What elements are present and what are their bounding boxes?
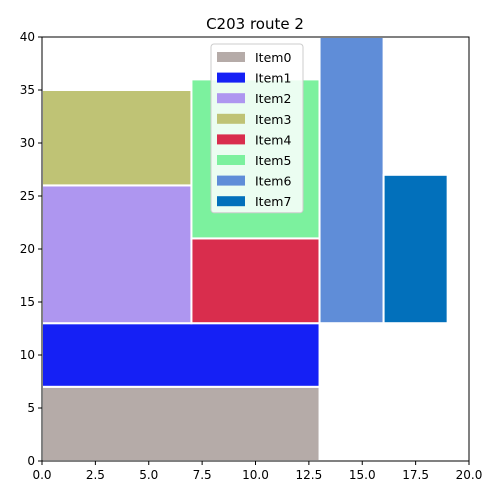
legend-swatch — [217, 113, 245, 124]
legend-label: Item1 — [255, 71, 291, 86]
legend-swatch — [217, 72, 245, 83]
y-tick-label: 40 — [20, 30, 35, 44]
legend-swatch — [217, 93, 245, 104]
x-tick-label: 17.5 — [402, 468, 429, 482]
y-tick-label: 25 — [20, 189, 35, 203]
legend-label: Item4 — [255, 132, 291, 147]
bar-item7 — [382, 173, 449, 325]
x-tick-label: 20.0 — [456, 468, 483, 482]
legend-box — [210, 43, 304, 214]
legend-label: Item7 — [255, 194, 291, 209]
legend-label: Item3 — [255, 112, 291, 127]
chart-title: C203 route 2 — [206, 15, 304, 33]
y-tick-label: 15 — [20, 295, 35, 309]
y-tick-label: 5 — [27, 401, 35, 415]
legend-swatch — [217, 155, 245, 165]
axes-group: 0.0 2.5 5.0 7.5 10.0 12.5 15.0 17.5 20.0 0 5 10 15 20… — [20, 30, 483, 482]
x-tick-label: 15.0 — [349, 468, 376, 482]
legend-swatch — [217, 134, 245, 145]
legend-label: Item0 — [255, 50, 291, 65]
legend-label: Item5 — [255, 153, 291, 168]
x-tick-label: 2.5 — [86, 468, 105, 482]
x-tick-label: 0.0 — [32, 468, 51, 482]
x-tick-label: 7.5 — [193, 468, 212, 482]
y-tick-label: 10 — [20, 348, 35, 362]
legend-swatch — [217, 52, 245, 62]
y-tick-label: 30 — [20, 136, 35, 150]
x-tick-label: 12.5 — [296, 468, 323, 482]
x-tick-label: 5.0 — [139, 468, 158, 482]
y-tick-label: 0 — [27, 454, 35, 468]
bar-item1 — [41, 322, 321, 388]
legend-swatch — [217, 175, 245, 186]
legend-swatch — [217, 196, 245, 207]
y-tick-label: 20 — [20, 242, 35, 256]
legend-label: Item6 — [255, 174, 291, 189]
bar-item0 — [41, 385, 321, 462]
legend: Item0 Item1 Item2 Item3 Item4 Item5 Item6 Item7 — [210, 43, 304, 214]
bar-item6 — [318, 36, 385, 325]
bar-item2 — [41, 184, 193, 325]
y-tick-label: 35 — [20, 83, 35, 97]
legend-label: Item2 — [255, 91, 291, 106]
bar-item3 — [41, 89, 193, 187]
bar-item4 — [190, 237, 321, 325]
x-tick-label: 10.0 — [242, 468, 269, 482]
